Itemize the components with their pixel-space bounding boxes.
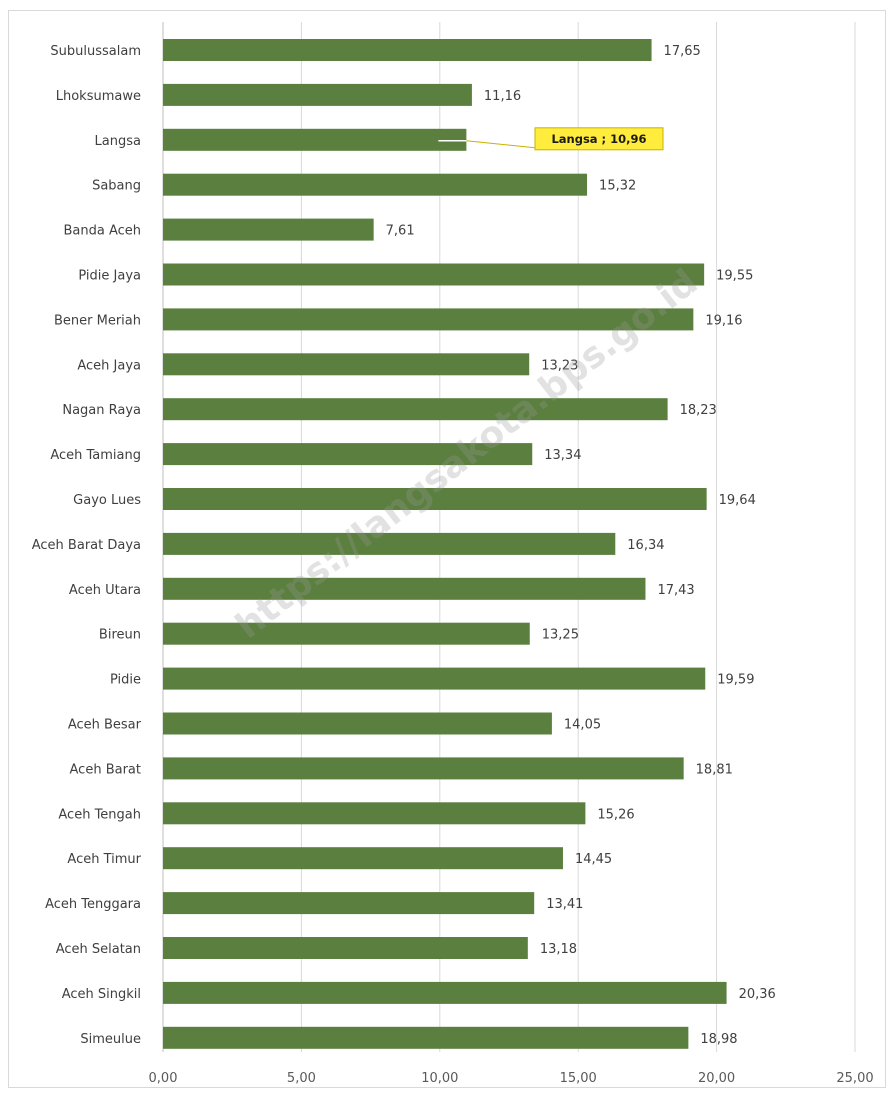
bar bbox=[163, 847, 563, 870]
bar bbox=[163, 308, 694, 331]
langsa-callout: Langsa ; 10,96 bbox=[438, 127, 664, 151]
data-label: 19,55 bbox=[716, 269, 753, 284]
bar bbox=[163, 173, 588, 196]
chart-frame bbox=[8, 10, 886, 1088]
callout-label: Langsa ; 10,96 bbox=[551, 132, 646, 146]
data-label: 17,43 bbox=[657, 583, 694, 598]
data-label: 18,81 bbox=[696, 762, 733, 777]
bar bbox=[163, 39, 652, 61]
data-label: 13,34 bbox=[544, 448, 581, 463]
bar bbox=[163, 667, 706, 690]
data-label: 11,16 bbox=[484, 89, 521, 104]
data-label: 7,61 bbox=[386, 224, 415, 239]
category-label: Aceh Besar bbox=[68, 718, 142, 733]
bar bbox=[163, 577, 646, 600]
data-label: 13,18 bbox=[540, 942, 577, 957]
bar bbox=[163, 1026, 689, 1049]
category-label: Pidie bbox=[110, 673, 141, 688]
x-tick-label: 5,00 bbox=[287, 1071, 316, 1086]
callout-box bbox=[534, 127, 664, 151]
bar bbox=[163, 622, 530, 645]
data-label: 20,36 bbox=[739, 987, 776, 1002]
callout-leader bbox=[466, 140, 536, 149]
data-label: 16,34 bbox=[627, 538, 664, 553]
bar bbox=[163, 218, 374, 241]
category-label: Aceh Barat bbox=[70, 762, 141, 777]
data-label: 18,23 bbox=[680, 403, 717, 418]
data-label: 14,45 bbox=[575, 852, 612, 867]
x-tick-label: 10,00 bbox=[421, 1071, 458, 1086]
data-label: 18,98 bbox=[700, 1032, 737, 1047]
category-label: Bener Meriah bbox=[54, 313, 141, 328]
data-label: 14,05 bbox=[564, 718, 601, 733]
category-labels: Subulussalam Lhoksumawe Langsa Sabang Banda … bbox=[32, 44, 142, 1047]
value-labels: 17,65 11,16 15,32 7,61 19,55 19,16 13,23 18,23 1… bbox=[386, 44, 776, 1047]
bar bbox=[163, 802, 586, 825]
bar bbox=[163, 353, 530, 376]
bar bbox=[163, 981, 727, 1004]
category-label: Aceh Timur bbox=[67, 852, 141, 867]
category-label: Simeulue bbox=[80, 1032, 141, 1047]
data-label: 19,59 bbox=[717, 673, 754, 688]
category-label: Aceh Tenggara bbox=[45, 897, 141, 912]
bar bbox=[163, 892, 535, 915]
x-tick-label: 15,00 bbox=[560, 1071, 597, 1086]
data-label: 19,64 bbox=[719, 493, 756, 508]
category-label: Langsa bbox=[95, 134, 141, 149]
data-label: 15,26 bbox=[597, 807, 634, 822]
category-label: Gayo Lues bbox=[73, 493, 141, 508]
bar bbox=[163, 712, 552, 735]
x-tick-label: 20,00 bbox=[698, 1071, 735, 1086]
category-label: Aceh Tamiang bbox=[50, 448, 141, 463]
category-label: Aceh Jaya bbox=[77, 358, 141, 373]
category-label: Aceh Utara bbox=[69, 583, 141, 598]
data-label: 13,23 bbox=[541, 358, 578, 373]
x-tick-label: 0,00 bbox=[149, 1071, 178, 1086]
category-label: Aceh Singkil bbox=[62, 987, 141, 1002]
bar bbox=[163, 937, 528, 959]
bar bbox=[163, 398, 668, 421]
data-label: 15,32 bbox=[599, 179, 636, 194]
bar bbox=[163, 488, 707, 510]
category-label: Aceh Selatan bbox=[56, 942, 141, 957]
bar bbox=[163, 83, 472, 106]
bar bbox=[163, 443, 533, 466]
bar bbox=[163, 532, 616, 555]
bar bbox=[163, 757, 684, 780]
x-tick-label: 25,00 bbox=[836, 1071, 873, 1086]
category-label: Aceh Tengah bbox=[58, 807, 141, 822]
bar bbox=[163, 263, 705, 286]
data-label: 17,65 bbox=[664, 44, 701, 59]
category-label: Sabang bbox=[92, 179, 141, 194]
category-label: Banda Aceh bbox=[63, 224, 141, 239]
category-label: Bireun bbox=[99, 628, 141, 643]
category-label: Lhoksumawe bbox=[56, 89, 141, 104]
data-label: 19,16 bbox=[705, 313, 742, 328]
category-label: Pidie Jaya bbox=[78, 269, 141, 284]
category-label: Aceh Barat Daya bbox=[32, 538, 141, 553]
category-label: Nagan Raya bbox=[62, 403, 141, 418]
bars bbox=[163, 39, 727, 1049]
x-tick-labels: 0,00 5,00 10,00 15,00 20,00 25,00 bbox=[149, 1071, 874, 1086]
data-label: 13,25 bbox=[542, 628, 579, 643]
data-label: 13,41 bbox=[546, 897, 583, 912]
bar bbox=[163, 128, 467, 151]
category-label: Subulussalam bbox=[50, 44, 141, 59]
